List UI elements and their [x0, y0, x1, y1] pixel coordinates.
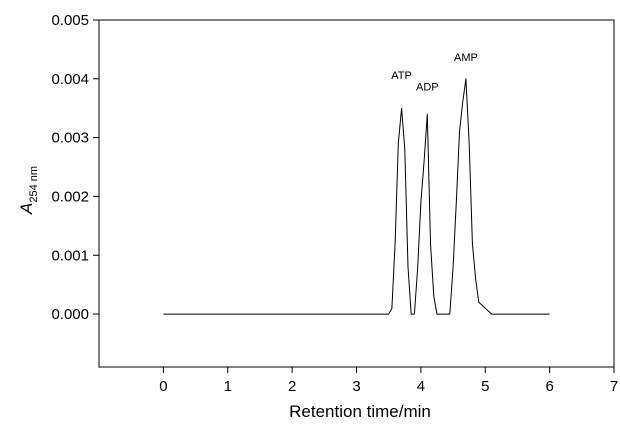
series-layer — [163, 78, 550, 315]
y-tick-label: 0.004 — [51, 71, 89, 88]
x-tick-label: 0 — [159, 378, 167, 395]
y-tick-label: 0.003 — [51, 130, 89, 147]
peak-label-atp: ATP — [391, 70, 412, 82]
x-tick-label: 6 — [545, 378, 553, 395]
x-tick-label: 7 — [610, 378, 618, 395]
x-tick-label: 4 — [417, 378, 425, 395]
y-tick-label: 0.005 — [51, 12, 89, 29]
y-axis-title-main: A — [17, 203, 36, 215]
x-tick-label: 5 — [481, 378, 489, 395]
y-tick-label: 0.001 — [51, 247, 89, 264]
x-axis-title: Retention time/min — [289, 402, 431, 421]
peak-label-adp: ADP — [416, 82, 439, 94]
y-tick-label: 0.000 — [51, 306, 89, 323]
peak-annotations: ATP ADP AMP — [391, 52, 478, 93]
x-tick-label: 1 — [224, 378, 232, 395]
plot-frame — [98, 19, 615, 368]
chromatogram-line — [163, 78, 550, 315]
y-axis-title-subscript: 254 nm — [28, 166, 40, 203]
y-axis-ticks: 0.000 0.001 0.002 0.003 0.004 0.005 — [51, 12, 99, 323]
x-axis-ticks: 0 1 2 3 4 5 6 7 — [159, 367, 618, 395]
x-tick-label: 3 — [352, 378, 360, 395]
plot-border — [98, 19, 615, 368]
y-tick-label: 0.002 — [51, 188, 89, 205]
y-axis-title: A254 nm — [17, 166, 40, 215]
x-tick-label: 2 — [288, 378, 296, 395]
peak-label-amp: AMP — [454, 52, 478, 64]
